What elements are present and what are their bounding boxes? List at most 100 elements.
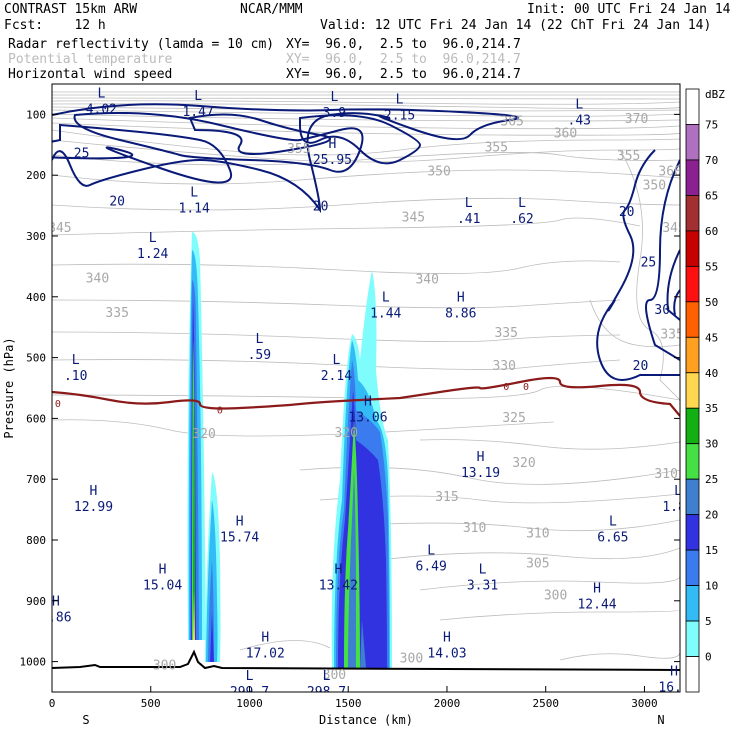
x-tick-label: 2500 xyxy=(532,697,559,710)
theta-label: 300 xyxy=(400,651,423,666)
hl-value: 3.9 xyxy=(323,106,346,121)
hl-value: 3.31 xyxy=(467,579,498,594)
valid-time: Valid: 12 UTC Fri 24 Jan 14 (22 ChT Fri … xyxy=(320,18,712,33)
theta-label: 335 xyxy=(494,326,517,341)
theta-label: 360 xyxy=(658,164,681,179)
hl-value: 2.86 xyxy=(40,611,71,626)
hl-value: 1.14 xyxy=(179,202,210,217)
colorbar: 0 5 10 15 20 25 30 35 40 45 50 55 60 65 70 75 dBZ xyxy=(685,88,725,693)
theta-label: 345 xyxy=(662,221,685,236)
center-label: NCAR/MMM xyxy=(240,2,303,17)
colorbar-bin xyxy=(685,549,700,586)
hl-value: 8.86 xyxy=(445,307,476,322)
theta-label: 325 xyxy=(502,411,525,426)
colorbar-bin xyxy=(685,478,700,516)
zero-label: 0 xyxy=(217,405,223,416)
y-tick-label: 400 xyxy=(26,291,46,304)
reflectivity-cell-central xyxy=(331,270,392,668)
hl-letter: H xyxy=(329,137,337,152)
hl-letter: L xyxy=(382,291,390,306)
hl-value: 2.15 xyxy=(384,109,415,124)
wind-label: 20 xyxy=(109,195,125,210)
hl-letter: H xyxy=(261,631,269,646)
y-axis-label: Pressure (hPa) xyxy=(2,337,16,438)
x-tick-label: 1500 xyxy=(335,697,362,710)
hl-letter: L xyxy=(465,196,473,211)
zero-label: 0 xyxy=(503,382,509,393)
hl-letter: L xyxy=(149,231,157,246)
hl-letter: L xyxy=(255,332,263,347)
hl-letter: H xyxy=(159,563,167,578)
freezing-level-line xyxy=(52,376,680,417)
colorbar-bin xyxy=(685,443,700,480)
colorbar-bin xyxy=(685,124,700,161)
theta-label: 335 xyxy=(660,327,683,342)
colorbar-unit: dBZ xyxy=(705,88,725,101)
hl-value: 12.44 xyxy=(577,597,616,612)
hl-letter: L xyxy=(518,196,526,211)
colorbar-label: 10 xyxy=(705,580,718,593)
hl-letter: H xyxy=(443,631,451,646)
field-label-theta: Potential temperature xyxy=(8,52,173,67)
colorbar-label: 35 xyxy=(705,402,718,415)
x-tick-label: 500 xyxy=(141,697,161,710)
hl-letter: L xyxy=(330,90,338,105)
colorbar-label: 5 xyxy=(705,615,712,628)
hl-value: 1.44 xyxy=(370,307,401,322)
hl-value: .43 xyxy=(568,113,591,128)
colorbar-bin xyxy=(685,265,700,303)
hl-letter: L xyxy=(674,484,682,499)
theta-label: 305 xyxy=(526,556,549,571)
colorbar-bin xyxy=(685,585,700,622)
hl-value: .10 xyxy=(64,369,87,384)
theta-label: 315 xyxy=(435,490,458,505)
theta-label: 370 xyxy=(625,112,648,127)
right-end-label: N xyxy=(657,713,664,727)
field-label-wind: Horizontal wind speed xyxy=(8,67,173,82)
colorbar-label: 0 xyxy=(705,651,712,664)
hl-letter: L xyxy=(190,186,198,201)
colorbar-label: 30 xyxy=(705,438,718,451)
hl-letter: H xyxy=(90,484,98,499)
colorbar-label: 70 xyxy=(705,154,718,167)
plot-frame xyxy=(51,83,681,693)
hl-value: .41 xyxy=(457,212,480,227)
colorbar-bin xyxy=(685,372,700,409)
hl-letter: L xyxy=(609,514,617,529)
colorbar-bin xyxy=(685,514,700,551)
theta-label: 345 xyxy=(48,221,71,236)
wind-label: 20 xyxy=(633,359,649,374)
theta-label: 310 xyxy=(463,521,486,536)
hl-value: 12.99 xyxy=(74,500,113,515)
hl-letter: H xyxy=(364,395,372,410)
colorbar-top-bin xyxy=(685,88,700,125)
hl-value: 298.7 xyxy=(307,685,346,700)
colorbar-label: 50 xyxy=(705,296,718,309)
hl-letter: H xyxy=(334,563,342,578)
y-tick-label: 900 xyxy=(26,595,46,608)
theta-label: 340 xyxy=(86,271,109,286)
y-tick-label: 800 xyxy=(26,534,46,547)
hl-value: 13.42 xyxy=(319,579,358,594)
hl-letter: L xyxy=(246,669,254,684)
hl-letter: H xyxy=(593,581,601,596)
hl-value: .59 xyxy=(248,348,271,363)
colorbar-label: 75 xyxy=(705,118,718,131)
wind-label: 30 xyxy=(654,303,670,318)
theta-label: 365 xyxy=(500,114,523,129)
theta-contours-upper xyxy=(52,91,680,661)
forecast-hour: Fcst: 12 h xyxy=(4,18,106,33)
x-tick-label: 3000 xyxy=(631,697,658,710)
y-tick-label: 600 xyxy=(26,412,46,425)
theta-label: 310 xyxy=(526,527,549,542)
hl-letter: L xyxy=(194,89,202,104)
theta-label: 355 xyxy=(287,142,310,157)
theta-label: 320 xyxy=(335,426,358,441)
hl-value: 2.14 xyxy=(321,369,352,384)
left-end-label: S xyxy=(82,713,89,727)
axes: 0 500 1000 1500 2000 2500 30001002003004005006… xyxy=(20,108,680,710)
hl-value: 15.04 xyxy=(143,579,182,594)
theta-label: 345 xyxy=(402,211,425,226)
